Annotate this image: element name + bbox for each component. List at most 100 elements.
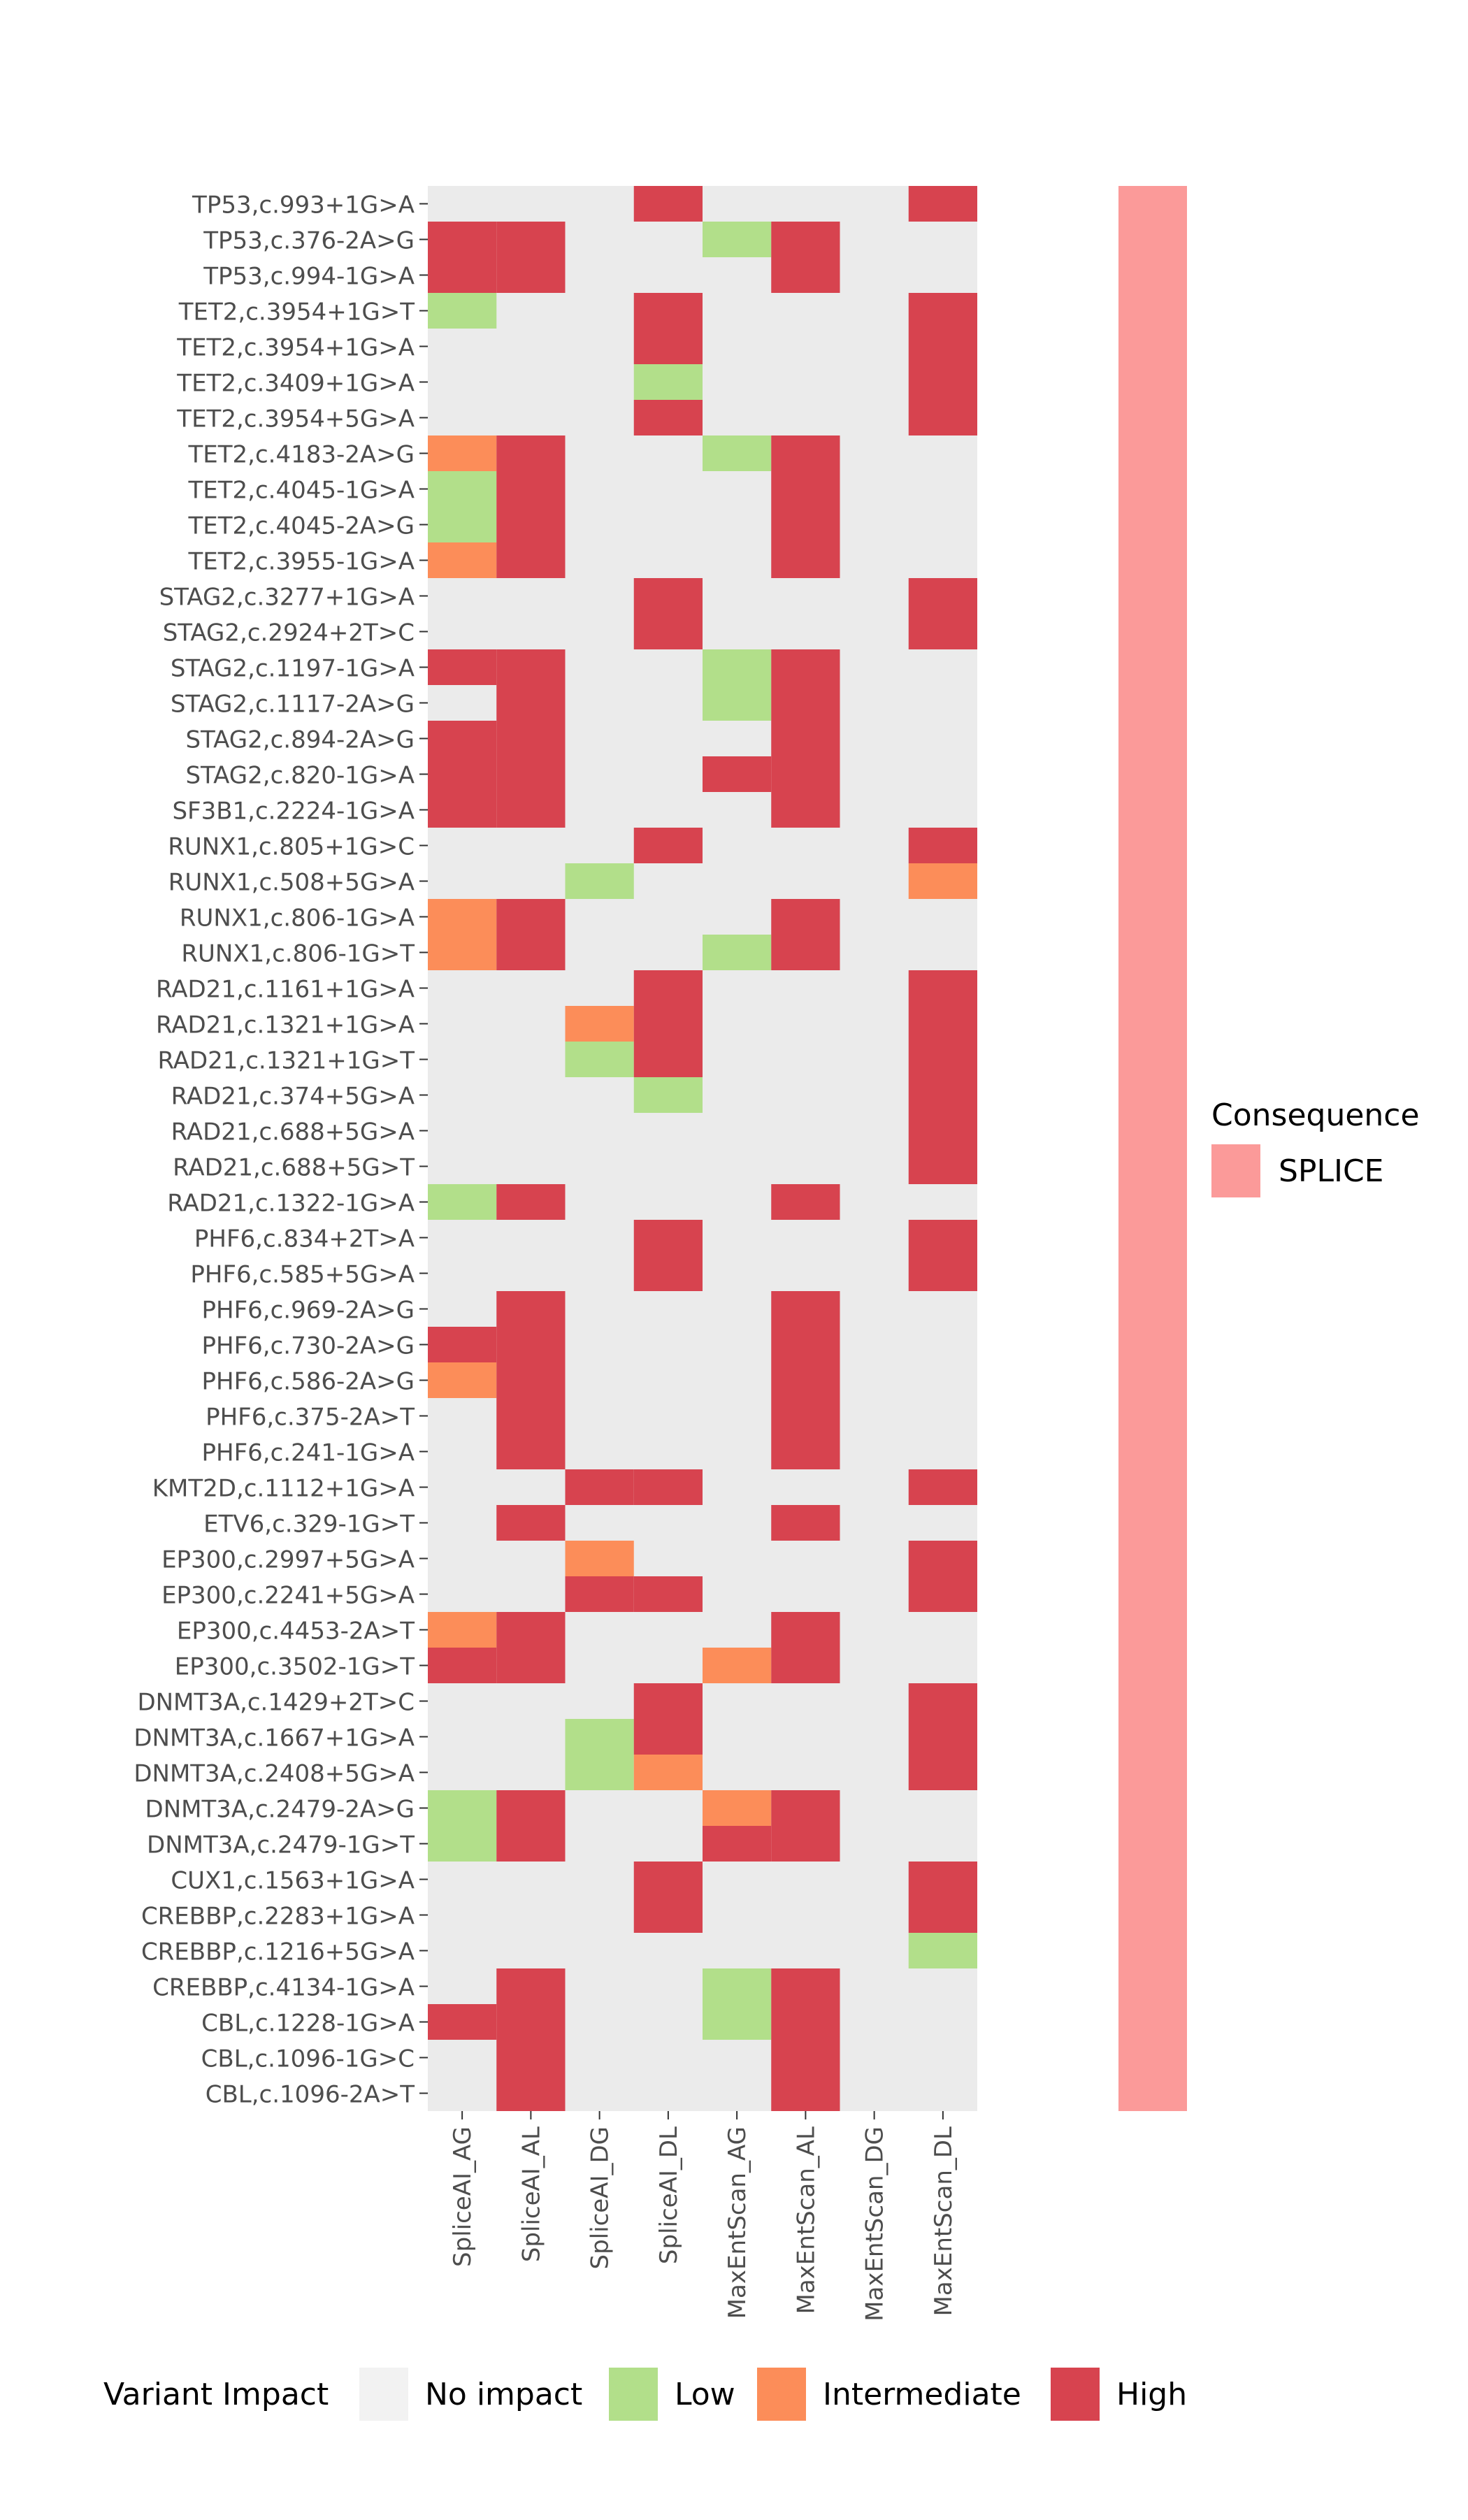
heatmap-cell-stag2-c-1117-2a-g-spliceai-al	[496, 685, 566, 721]
heatmap-cell-ep300-c-2997-5g-a-spliceai-dg	[565, 1541, 634, 1576]
row-label: CREBBP,c.2283+1G>A	[141, 1903, 415, 1931]
heatmap-cell-cbl-c-1096-1g-c-maxentscan-al	[771, 2040, 840, 2075]
heatmap-cell-dnmt3a-c-1667-1g-a-maxentscan-dl	[908, 1719, 977, 1755]
heatmap-cell-dnmt3a-c-2408-5g-a-spliceai-dl	[633, 1755, 703, 1790]
heatmap-cell-rad21-c-1322-1g-a-spliceai-ag	[428, 1184, 497, 1220]
consequence-cell-phf6-c-834-2t-a	[1118, 1220, 1187, 1255]
heatmap-cell-phf6-c-375-2a-t-maxentscan-al	[771, 1398, 840, 1434]
consequence-cell-tet2-c-3954-5g-a	[1118, 400, 1187, 435]
heatmap-cell-phf6-c-969-2a-g-spliceai-al	[496, 1291, 566, 1327]
consequence-cell-ep300-c-2241-5g-a	[1118, 1576, 1187, 1612]
heatmap-cell-kmt2d-c-1112-1g-a-maxentscan-dl	[908, 1469, 977, 1505]
consequence-cell-rad21-c-1321-1g-a	[1118, 1006, 1187, 1042]
consequence-legend-label: SPLICE	[1279, 1153, 1383, 1189]
heatmap-cell-stag2-c-894-2a-g-maxentscan-al	[771, 721, 840, 756]
row-label: RAD21,c.1321+1G>T	[157, 1047, 415, 1075]
heatmap-cell-tp53-c-994-1g-a-maxentscan-al	[771, 257, 840, 293]
consequence-cell-dnmt3a-c-2479-1g-t	[1118, 1826, 1187, 1862]
heatmap-cell-runx1-c-508-5g-a-spliceai-dg	[565, 863, 634, 899]
heatmap-cell-tet2-c-4183-2a-g-spliceai-ag	[428, 435, 497, 471]
heatmap-cell-tet2-c-4045-1g-a-spliceai-ag	[428, 471, 497, 507]
row-label: TET2,c.3954+1G>A	[176, 334, 415, 362]
consequence-cell-tp53-c-993-1g-a	[1118, 186, 1187, 222]
heatmap-cell-tp53-c-993-1g-a-maxentscan-dl	[908, 186, 977, 222]
consequence-cell-phf6-c-730-2a-g	[1118, 1327, 1187, 1362]
heatmap-cell-sf3b1-c-2224-1g-a-spliceai-al	[496, 792, 566, 828]
heatmap-cell-tet2-c-4045-2a-g-spliceai-al	[496, 507, 566, 542]
row-label: SF3B1,c.2224-1G>A	[172, 798, 415, 826]
heatmap-cell-phf6-c-241-1g-a-spliceai-al	[496, 1434, 566, 1469]
heatmap-cell-rad21-c-374-5g-a-spliceai-dl	[633, 1077, 703, 1113]
heatmap-cell-ep300-c-3502-1g-t-spliceai-ag	[428, 1648, 497, 1683]
consequence-cell-rad21-c-688-5g-t	[1118, 1149, 1187, 1184]
row-label: CREBBP,c.4134-1G>A	[152, 1974, 415, 2002]
heatmap-cell-crebbp-c-2283-1g-a-spliceai-dl	[633, 1897, 703, 1933]
consequence-cell-tet2-c-3954-1g-a	[1118, 329, 1187, 364]
heatmap-cell-dnmt3a-c-2408-5g-a-spliceai-dg	[565, 1755, 634, 1790]
consequence-cell-stag2-c-1197-1g-a	[1118, 649, 1187, 685]
consequence-cell-rad21-c-374-5g-a	[1118, 1077, 1187, 1113]
heatmap-cell-cbl-c-1228-1g-a-spliceai-al	[496, 2004, 566, 2040]
heatmap-cell-sf3b1-c-2224-1g-a-spliceai-ag	[428, 792, 497, 828]
row-label: PHF6,c.586-2A>G	[202, 1368, 415, 1396]
heatmap-cell-etv6-c-329-1g-t-maxentscan-al	[771, 1505, 840, 1541]
column-label-spliceai-dg: SpliceAI_DG	[587, 2126, 614, 2269]
heatmap-cell-tet2-c-4183-2a-g-maxentscan-ag	[703, 435, 772, 471]
heatmap-cell-tet2-c-3955-1g-a-spliceai-al	[496, 542, 566, 578]
row-label: STAG2,c.894-2A>G	[185, 726, 415, 754]
heatmap-cell-tet2-c-4045-1g-a-maxentscan-al	[771, 471, 840, 507]
consequence-cell-tp53-c-376-2a-g	[1118, 222, 1187, 257]
row-label: ETV6,c.329-1G>T	[203, 1511, 415, 1539]
row-label: CBL,c.1228-1G>A	[201, 2010, 415, 2038]
row-label: RAD21,c.1161+1G>A	[156, 976, 415, 1004]
heatmap-cells	[428, 186, 977, 2111]
heatmap-cell-rad21-c-374-5g-a-maxentscan-dl	[908, 1077, 977, 1113]
heatmap-cell-rad21-c-1161-1g-a-spliceai-dl	[633, 970, 703, 1006]
consequence-cell-rad21-c-1321-1g-t	[1118, 1042, 1187, 1077]
row-label: TP53,c.376-2A>G	[203, 227, 415, 255]
consequence-cell-crebbp-c-4134-1g-a	[1118, 1968, 1187, 2004]
row-label: RAD21,c.374+5G>A	[171, 1083, 415, 1111]
heatmap-cell-stag2-c-820-1g-a-spliceai-ag	[428, 756, 497, 792]
heatmap-cell-rad21-c-1321-1g-t-spliceai-dg	[565, 1042, 634, 1077]
impact-legend-swatch-high	[1051, 2368, 1100, 2421]
impact-legend-swatch-low	[609, 2368, 658, 2421]
consequence-cell-sf3b1-c-2224-1g-a	[1118, 792, 1187, 828]
impact-legend: Variant Impact No impact Low Intermediat…	[103, 2368, 1187, 2421]
column-labels: SpliceAI_AG SpliceAI_AL SpliceAI_DG SpliceA…	[449, 2111, 958, 2321]
heatmap-cell-runx1-c-805-1g-c-spliceai-dl	[633, 828, 703, 863]
heatmap-cell-stag2-c-1117-2a-g-maxentscan-al	[771, 685, 840, 721]
consequence-cell-ep300-c-3502-1g-t	[1118, 1648, 1187, 1683]
heatmap-cell-tp53-c-994-1g-a-spliceai-al	[496, 257, 566, 293]
heatmap-cell-tet2-c-3954-1g-a-maxentscan-dl	[908, 329, 977, 364]
consequence-cell-ep300-c-4453-2a-t	[1118, 1612, 1187, 1648]
consequence-legend-title: Consequence	[1211, 1097, 1420, 1133]
row-label: CBL,c.1096-1G>C	[201, 2045, 415, 2073]
consequence-cell-runx1-c-806-1g-a	[1118, 899, 1187, 935]
heatmap-cell-ep300-c-3502-1g-t-spliceai-al	[496, 1648, 566, 1683]
heatmap-cell-cbl-c-1228-1g-a-spliceai-ag	[428, 2004, 497, 2040]
heatmap-cell-runx1-c-806-1g-a-spliceai-al	[496, 899, 566, 935]
row-label: DNMT3A,c.2408+5G>A	[134, 1760, 415, 1788]
row-label: RAD21,c.688+5G>A	[171, 1118, 415, 1146]
heatmap-cell-phf6-c-585-5g-a-spliceai-dl	[633, 1255, 703, 1291]
consequence-cell-tet2-c-4183-2a-g	[1118, 435, 1187, 471]
heatmap-cell-tet2-c-3955-1g-a-spliceai-ag	[428, 542, 497, 578]
consequence-cell-stag2-c-3277-1g-a	[1118, 578, 1187, 614]
consequence-cell-stag2-c-1117-2a-g	[1118, 685, 1187, 721]
impact-legend-label-low: Low	[675, 2377, 735, 2412]
consequence-cell-stag2-c-894-2a-g	[1118, 721, 1187, 756]
heatmap-cell-tp53-c-993-1g-a-spliceai-dl	[633, 186, 703, 222]
row-label: PHF6,c.241-1G>A	[202, 1439, 415, 1467]
heatmap-cell-runx1-c-806-1g-t-maxentscan-al	[771, 935, 840, 970]
heatmap-cell-dnmt3a-c-2479-1g-t-spliceai-ag	[428, 1826, 497, 1862]
heatmap-cell-crebbp-c-1216-5g-a-maxentscan-dl	[908, 1933, 977, 1968]
heatmap-cell-dnmt3a-c-2479-1g-t-spliceai-al	[496, 1826, 566, 1862]
heatmap-cell-tp53-c-376-2a-g-maxentscan-ag	[703, 222, 772, 257]
row-label: RUNX1,c.805+1G>C	[168, 833, 415, 861]
consequence-cell-stag2-c-820-1g-a	[1118, 756, 1187, 792]
heatmap-cell-tp53-c-994-1g-a-spliceai-ag	[428, 257, 497, 293]
impact-legend-label-intermediate: Intermediate	[823, 2377, 1021, 2412]
column-label-maxentscan-al: MaxEntScan_AL	[792, 2126, 820, 2314]
